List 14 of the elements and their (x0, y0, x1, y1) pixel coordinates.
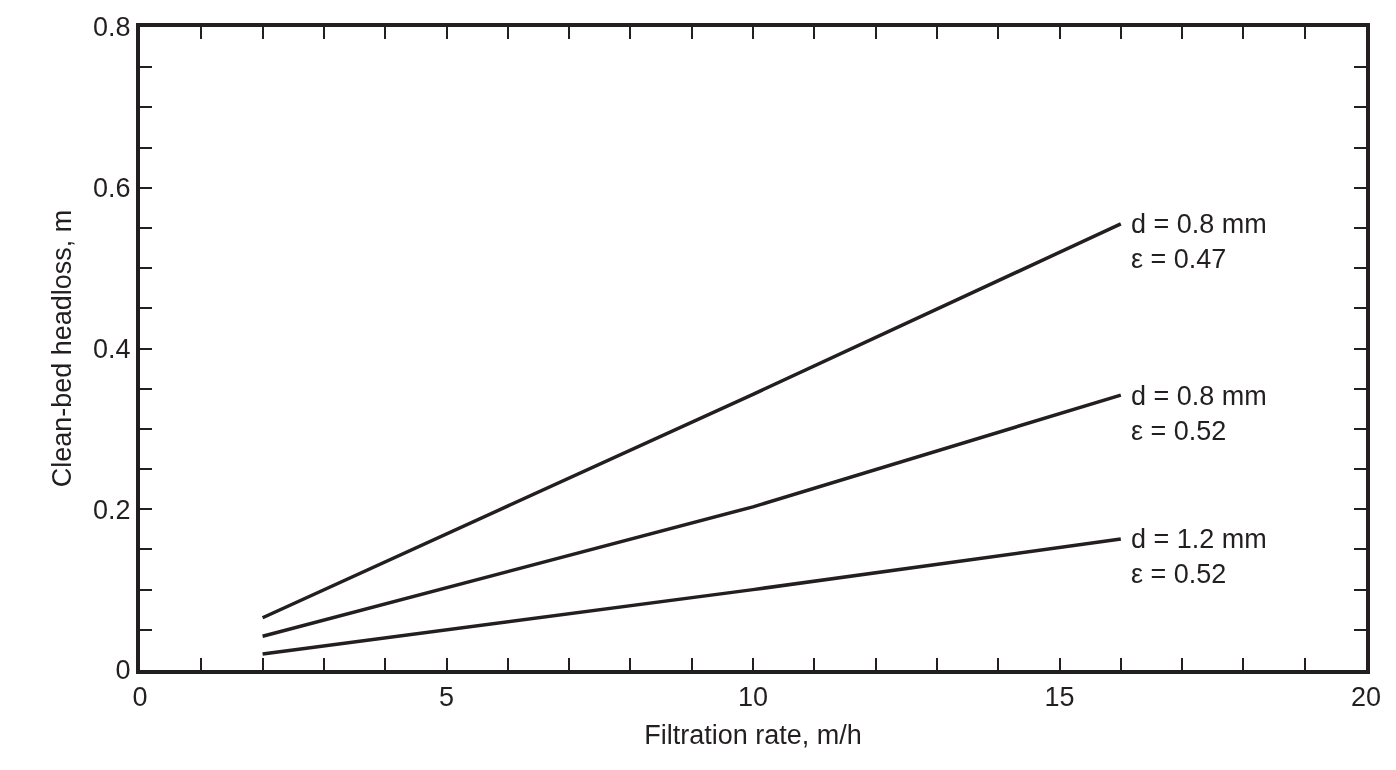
y-tick-label: 0.4 (93, 333, 131, 364)
y-tick-label: 0.2 (93, 494, 131, 525)
y-tick-label: 0.6 (93, 173, 131, 204)
x-tick-label: 10 (737, 682, 769, 713)
x-tick-label: 5 (438, 682, 455, 713)
series-label: d = 0.8 mm ε = 0.52 (1131, 381, 1267, 447)
y-tick-label: 0.8 (93, 12, 131, 43)
x-tick-label: 15 (1044, 682, 1075, 713)
series-label: d = 0.8 mm ε = 0.47 (1131, 209, 1267, 275)
series-label: d = 1.2 mm ε = 0.52 (1131, 524, 1267, 590)
y-axis-title: Clean-bed headloss, m (46, 209, 77, 488)
x-axis-title: Filtration rate, m/h (644, 720, 862, 751)
x-tick-label: 20 (1350, 682, 1382, 713)
y-tick-label: 0 (115, 655, 131, 686)
